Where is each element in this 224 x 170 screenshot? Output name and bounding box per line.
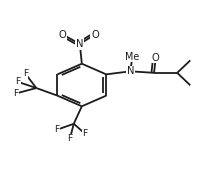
Text: F: F: [14, 89, 19, 98]
Text: N: N: [127, 66, 134, 76]
Text: O: O: [91, 30, 99, 40]
Text: F: F: [23, 69, 28, 78]
Text: F: F: [82, 129, 88, 138]
Text: O: O: [152, 53, 159, 63]
Text: Me: Me: [125, 52, 140, 62]
Text: O: O: [59, 30, 67, 40]
Text: F: F: [67, 134, 72, 143]
Text: F: F: [16, 78, 21, 87]
Text: F: F: [54, 125, 59, 134]
Text: N: N: [76, 39, 84, 49]
